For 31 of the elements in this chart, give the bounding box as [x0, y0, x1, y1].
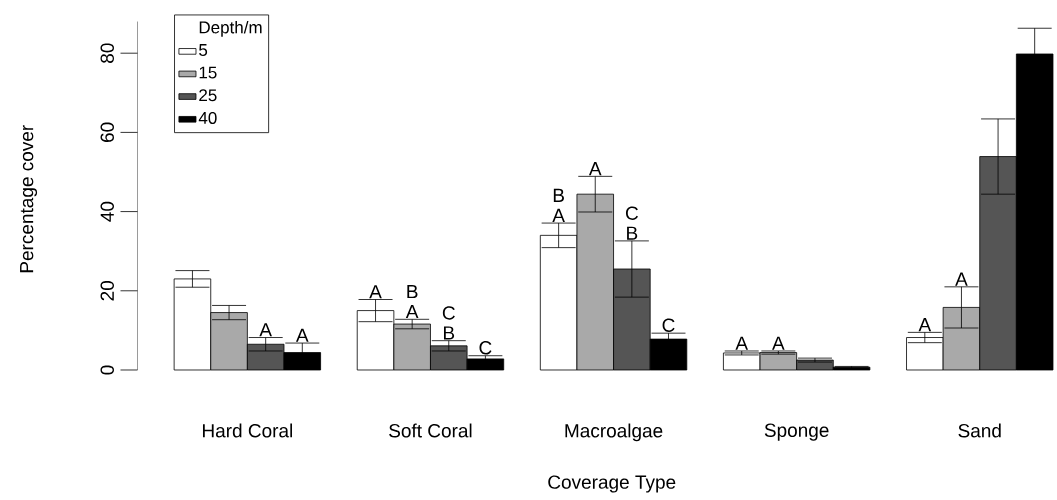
data-label: A — [295, 328, 309, 342]
x-axis-title: Coverage Type — [548, 475, 676, 493]
legend-label: 15 — [199, 66, 217, 79]
data-label: C — [479, 341, 492, 355]
x-tick-label: Macroalgae — [565, 423, 663, 442]
legend-label: 40 — [198, 111, 217, 124]
data-label: B A — [552, 188, 565, 222]
legend-label: 5 — [199, 44, 208, 56]
y-tick-label: 80 — [100, 43, 114, 63]
data-label: A — [918, 318, 932, 332]
legend-title: Depth/m — [199, 20, 262, 37]
data-label: A — [735, 336, 749, 350]
data-label: B A — [405, 285, 419, 319]
y-tick-label: 40 — [100, 201, 114, 222]
legend-label: 25 — [199, 89, 217, 102]
data-label: A — [588, 162, 602, 176]
data-label: C — [662, 318, 675, 332]
y-tick-label: 60 — [100, 122, 114, 142]
y-axis-title: Percentage cover — [20, 125, 38, 273]
y-tick-label: 0 — [100, 365, 114, 375]
x-tick-label: Sand — [958, 423, 1001, 438]
x-tick-label: Soft Coral — [389, 423, 472, 438]
data-label: C B — [625, 206, 638, 240]
data-label: A — [772, 336, 785, 350]
x-tick-label: Hard Coral — [202, 423, 292, 438]
data-label: A — [369, 285, 382, 299]
data-label: A — [259, 323, 272, 337]
data-label: A — [955, 272, 968, 286]
y-tick-label: 20 — [100, 280, 114, 301]
data-label: C B — [442, 306, 455, 340]
x-tick-label: Sponge — [764, 423, 829, 441]
